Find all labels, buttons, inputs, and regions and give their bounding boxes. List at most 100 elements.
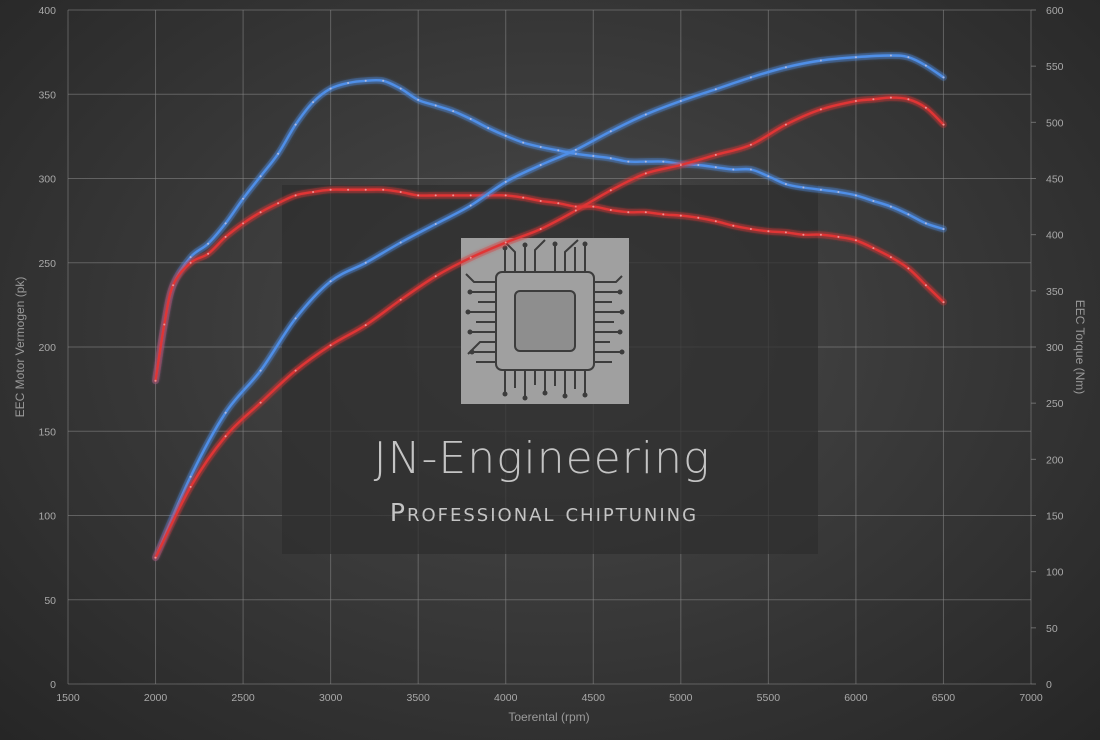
series-point	[364, 188, 367, 191]
watermark-title: JN-Engineering	[374, 433, 711, 484]
series-point	[714, 166, 717, 169]
y-right-tick-label: 350	[1046, 286, 1064, 298]
series-point	[679, 214, 682, 217]
series-point	[749, 168, 752, 171]
series-point	[609, 209, 612, 211]
series-point	[749, 143, 752, 146]
series-point	[242, 197, 245, 200]
series-point	[224, 222, 227, 225]
series-point	[347, 82, 350, 84]
series-point	[662, 213, 665, 216]
series-point	[399, 298, 402, 301]
tick-labels: 1500 2000 2500 3000 3500 4000 4500 5000 5500 6000…	[38, 5, 1063, 704]
x-tick-label: 3500	[407, 692, 431, 704]
series-point	[574, 148, 577, 151]
series-point	[732, 168, 735, 171]
series-point	[854, 239, 857, 242]
y-right-tick-label: 150	[1046, 511, 1064, 523]
series-point	[434, 194, 437, 197]
series-point	[469, 256, 472, 259]
series-point	[469, 194, 472, 197]
series-point	[907, 267, 910, 270]
series-point	[364, 79, 367, 82]
series-point	[329, 87, 332, 90]
series-point	[417, 98, 420, 101]
series-point	[557, 202, 560, 205]
series-point	[452, 194, 455, 197]
series-point	[714, 220, 717, 223]
y-right-tick-label: 550	[1046, 61, 1064, 73]
series-point	[189, 256, 192, 259]
series-point	[749, 76, 752, 79]
x-tick-label: 4500	[582, 692, 606, 704]
series-point	[539, 164, 542, 166]
series-point	[277, 152, 280, 155]
watermark: JN-Engineering Professional chiptuning	[282, 185, 818, 554]
series-point	[767, 230, 770, 233]
series-point	[434, 223, 437, 225]
series-point	[784, 231, 787, 234]
y-right-tick-label: 450	[1046, 174, 1064, 186]
y-right-tick-label: 50	[1046, 623, 1058, 635]
series-point	[679, 164, 682, 166]
series-stock-right	[152, 186, 947, 385]
series-point	[364, 324, 367, 327]
series-point	[854, 194, 857, 197]
series-point	[942, 76, 945, 79]
y-right-tick-label: 400	[1046, 230, 1064, 242]
x-tick-label: 2000	[144, 692, 168, 704]
series-point	[872, 98, 875, 101]
series-point	[312, 191, 315, 193]
series-point	[207, 252, 210, 255]
curves	[152, 52, 947, 562]
series-point	[924, 106, 927, 109]
series-point	[609, 189, 612, 192]
series-point	[889, 54, 892, 57]
series-point	[942, 301, 945, 304]
x-tick-label: 6500	[932, 692, 956, 704]
y-left-tick-label: 350	[38, 89, 56, 101]
series-point	[627, 160, 630, 163]
series-point	[784, 123, 787, 126]
series-point	[819, 59, 822, 62]
series-point	[207, 242, 210, 245]
series-point	[312, 101, 315, 104]
series-point	[627, 211, 630, 214]
series-point	[172, 284, 175, 287]
series-point	[714, 153, 717, 156]
x-axis-title: Toerental (rpm)	[508, 710, 589, 724]
x-tick-label: 4000	[494, 692, 518, 704]
y-right-tick-label: 300	[1046, 342, 1064, 354]
series-point	[732, 224, 735, 227]
series-point	[557, 149, 560, 152]
series-point	[277, 202, 280, 205]
series-point	[329, 344, 332, 347]
series-point	[399, 87, 402, 90]
series-tuned-right	[152, 76, 947, 385]
x-tick-label: 1500	[56, 692, 80, 704]
y-left-tick-label: 200	[38, 342, 56, 354]
series-point	[907, 98, 910, 101]
series-point	[522, 141, 525, 144]
series-point	[294, 123, 297, 126]
series-point	[163, 323, 166, 326]
series-point	[942, 123, 945, 126]
series-point	[224, 235, 227, 238]
series-point	[259, 211, 262, 214]
y-left-tick-label: 150	[38, 426, 56, 438]
series-point	[434, 104, 437, 107]
series-point	[539, 146, 542, 148]
series-point	[872, 200, 875, 202]
series-point	[487, 127, 490, 129]
series-point	[539, 228, 542, 230]
y-left-tick-label: 300	[38, 174, 56, 186]
series-point	[154, 556, 157, 559]
series-point	[819, 108, 822, 111]
x-tick-label: 3000	[319, 692, 343, 704]
series-stock-left	[152, 94, 947, 562]
series-point	[504, 194, 507, 197]
series-point	[662, 160, 665, 163]
series-point	[609, 157, 612, 160]
series-point	[417, 194, 420, 197]
